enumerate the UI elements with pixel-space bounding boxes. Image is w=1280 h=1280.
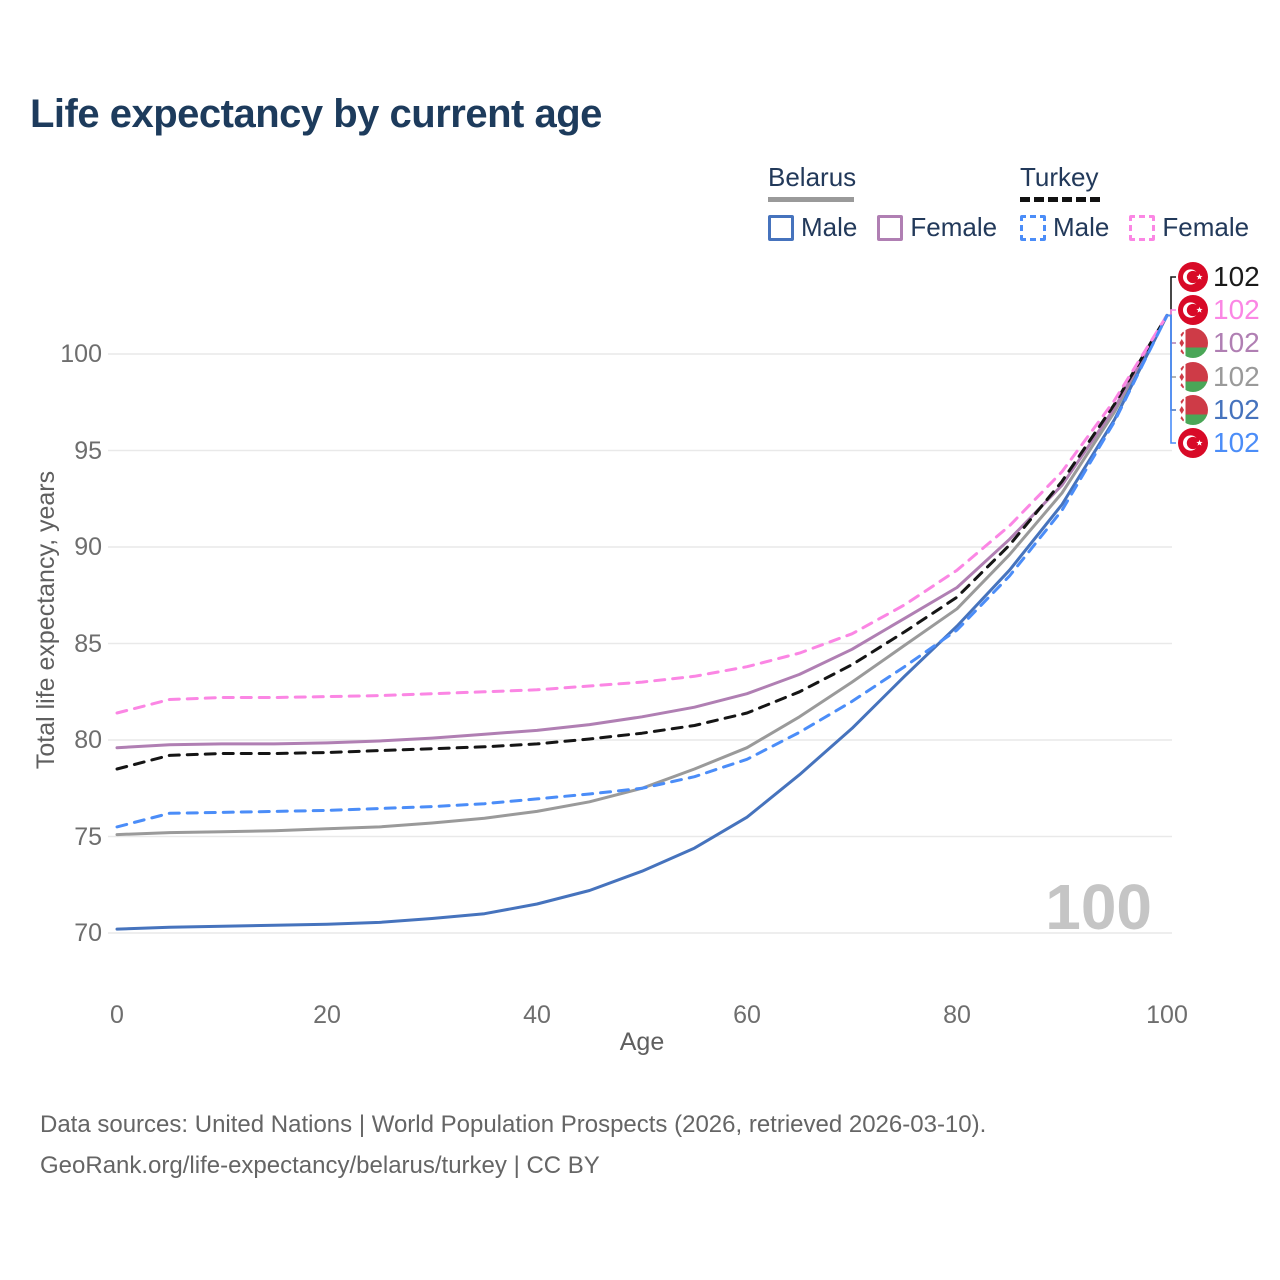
end-value-turkey-5: 102 xyxy=(1213,427,1260,458)
legend-group-belarus: Belarus Male Female xyxy=(768,162,997,243)
belarus-male-swatch-icon xyxy=(768,214,794,241)
legend-underline-belarus xyxy=(768,197,854,202)
y-tick-label-85: 85 xyxy=(74,629,102,658)
x-tick-label-100: 100 xyxy=(1146,1001,1188,1029)
footer: Data sources: United Nations | World Pop… xyxy=(40,1104,1240,1186)
legend-country-turkey[interactable]: Turkey xyxy=(1020,162,1099,192)
end-value-belarus-4: 102 xyxy=(1213,394,1260,425)
end-value-turkey-0: 102 xyxy=(1213,261,1260,292)
x-tick-label-80: 80 xyxy=(943,1001,971,1029)
end-value-belarus-3: 102 xyxy=(1213,361,1260,392)
turkey-flag-icon xyxy=(1178,295,1208,325)
x-axis-title: Age xyxy=(619,1028,665,1056)
x-tick-label-40: 40 xyxy=(523,1001,551,1029)
series-line-turkey-female xyxy=(115,313,1169,715)
legend-underline-turkey xyxy=(1020,197,1100,202)
turkey-flag-icon xyxy=(1178,262,1208,292)
series-layer xyxy=(115,313,1169,931)
legend-item-label: Female xyxy=(1162,212,1250,242)
end-value-turkey-1: 102 xyxy=(1213,294,1260,325)
series-line-belarus-male xyxy=(115,313,1169,931)
end-label-connector xyxy=(1167,309,1176,317)
gridlines-layer xyxy=(108,353,1172,934)
end-label-connector xyxy=(1167,314,1176,444)
watermark-age-value: 100 xyxy=(1045,871,1152,943)
turkey-female-swatch-icon xyxy=(1129,214,1156,241)
legend-item-label: Male xyxy=(801,212,858,242)
y-tick-label-75: 75 xyxy=(74,822,102,851)
belarus-flag-icon xyxy=(1178,362,1208,392)
turkey-flag-icon xyxy=(1178,428,1208,458)
legend-item-belarus-female[interactable]: Female xyxy=(877,212,997,243)
legend-country-belarus[interactable]: Belarus xyxy=(768,162,857,192)
x-tick-label-20: 20 xyxy=(313,1001,341,1029)
x-tick-label-60: 60 xyxy=(733,1001,761,1029)
belarus-flag-icon xyxy=(1178,328,1208,358)
legend-group-turkey: Turkey Male Female xyxy=(1020,162,1249,243)
x-tick-label-0: 0 xyxy=(110,1001,124,1029)
footer-attribution-link[interactable]: GeoRank.org/life-expectancy/belarus/turk… xyxy=(40,1152,600,1179)
footer-data-sources: Data sources: United Nations | World Pop… xyxy=(40,1111,987,1138)
y-tick-label-90: 90 xyxy=(74,533,102,561)
y-tick-label-70: 70 xyxy=(74,919,102,947)
y-tick-label-80: 80 xyxy=(74,726,102,754)
series-line-belarus-female xyxy=(115,313,1169,750)
legend-item-belarus-male[interactable]: Male xyxy=(768,212,857,243)
legend-item-turkey-female[interactable]: Female xyxy=(1129,212,1249,243)
y-tick-label-95: 95 xyxy=(74,436,102,465)
legend-item-label: Female xyxy=(910,212,998,242)
end-label-connectors xyxy=(1167,276,1176,444)
legend-item-turkey-male[interactable]: Male xyxy=(1020,212,1109,243)
end-value-belarus-2: 102 xyxy=(1213,327,1260,358)
page-title: Life expectancy by current age xyxy=(30,92,602,136)
series-line-turkey-both xyxy=(115,313,1169,771)
belarus-flag-icon xyxy=(1178,395,1208,425)
y-tick-label-100: 100 xyxy=(60,340,102,368)
series-line-turkey-male xyxy=(115,313,1169,829)
end-label-flags xyxy=(1178,262,1208,458)
belarus-female-swatch-icon xyxy=(877,214,904,241)
turkey-male-swatch-icon xyxy=(1020,214,1046,241)
legend-item-label: Male xyxy=(1053,212,1110,242)
